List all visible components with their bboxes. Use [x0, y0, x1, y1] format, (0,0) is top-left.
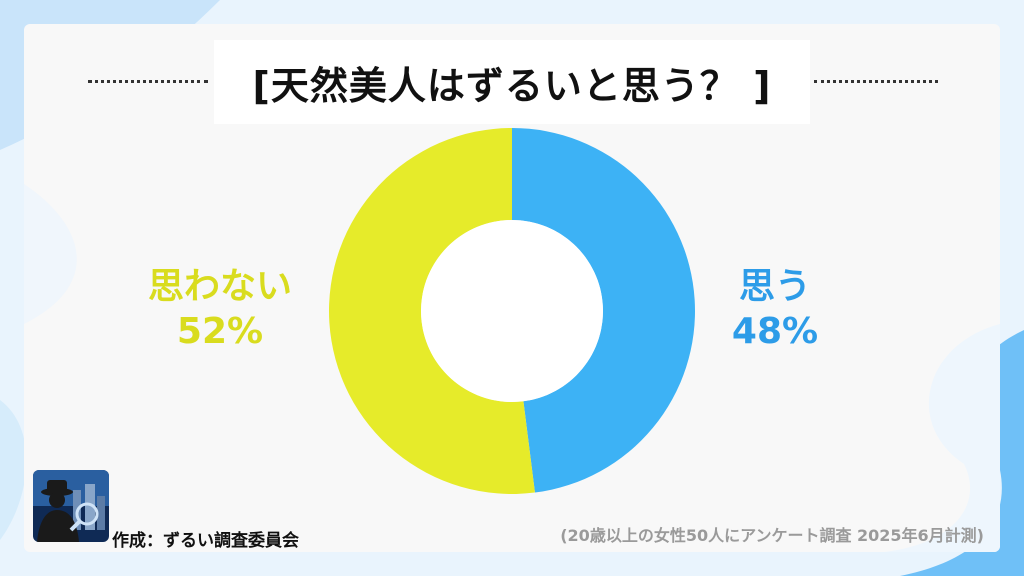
- donut-slice-yes: [512, 128, 695, 493]
- slice-label-no: 思わない 52%: [120, 264, 320, 354]
- slice-label-no-value: 52%: [176, 311, 264, 352]
- slice-label-yes-category: 思う: [738, 266, 811, 307]
- donut-slice-no: [328, 128, 535, 494]
- card-decoration: [24, 184, 1000, 552]
- committee-logo: [33, 470, 109, 542]
- detective-logo-icon: [33, 470, 109, 542]
- credit-text: 作成：ずるい調査委員会: [112, 531, 299, 551]
- donut-hole: [421, 220, 603, 402]
- chart-title: [天然美人はずるいと思う？ ]: [252, 63, 772, 108]
- survey-note: (20歳以上の女性50人にアンケート調査 2025年6月計測): [560, 526, 984, 545]
- title-box: [天然美人はずるいと思う？ ]: [214, 40, 810, 124]
- slice-label-no-category: 思わない: [147, 266, 292, 307]
- title-divider-right: [814, 80, 938, 83]
- slice-label-yes-value: 48%: [731, 311, 819, 352]
- title-divider-left: [88, 80, 208, 83]
- slice-label-yes: 思う 48%: [690, 264, 860, 354]
